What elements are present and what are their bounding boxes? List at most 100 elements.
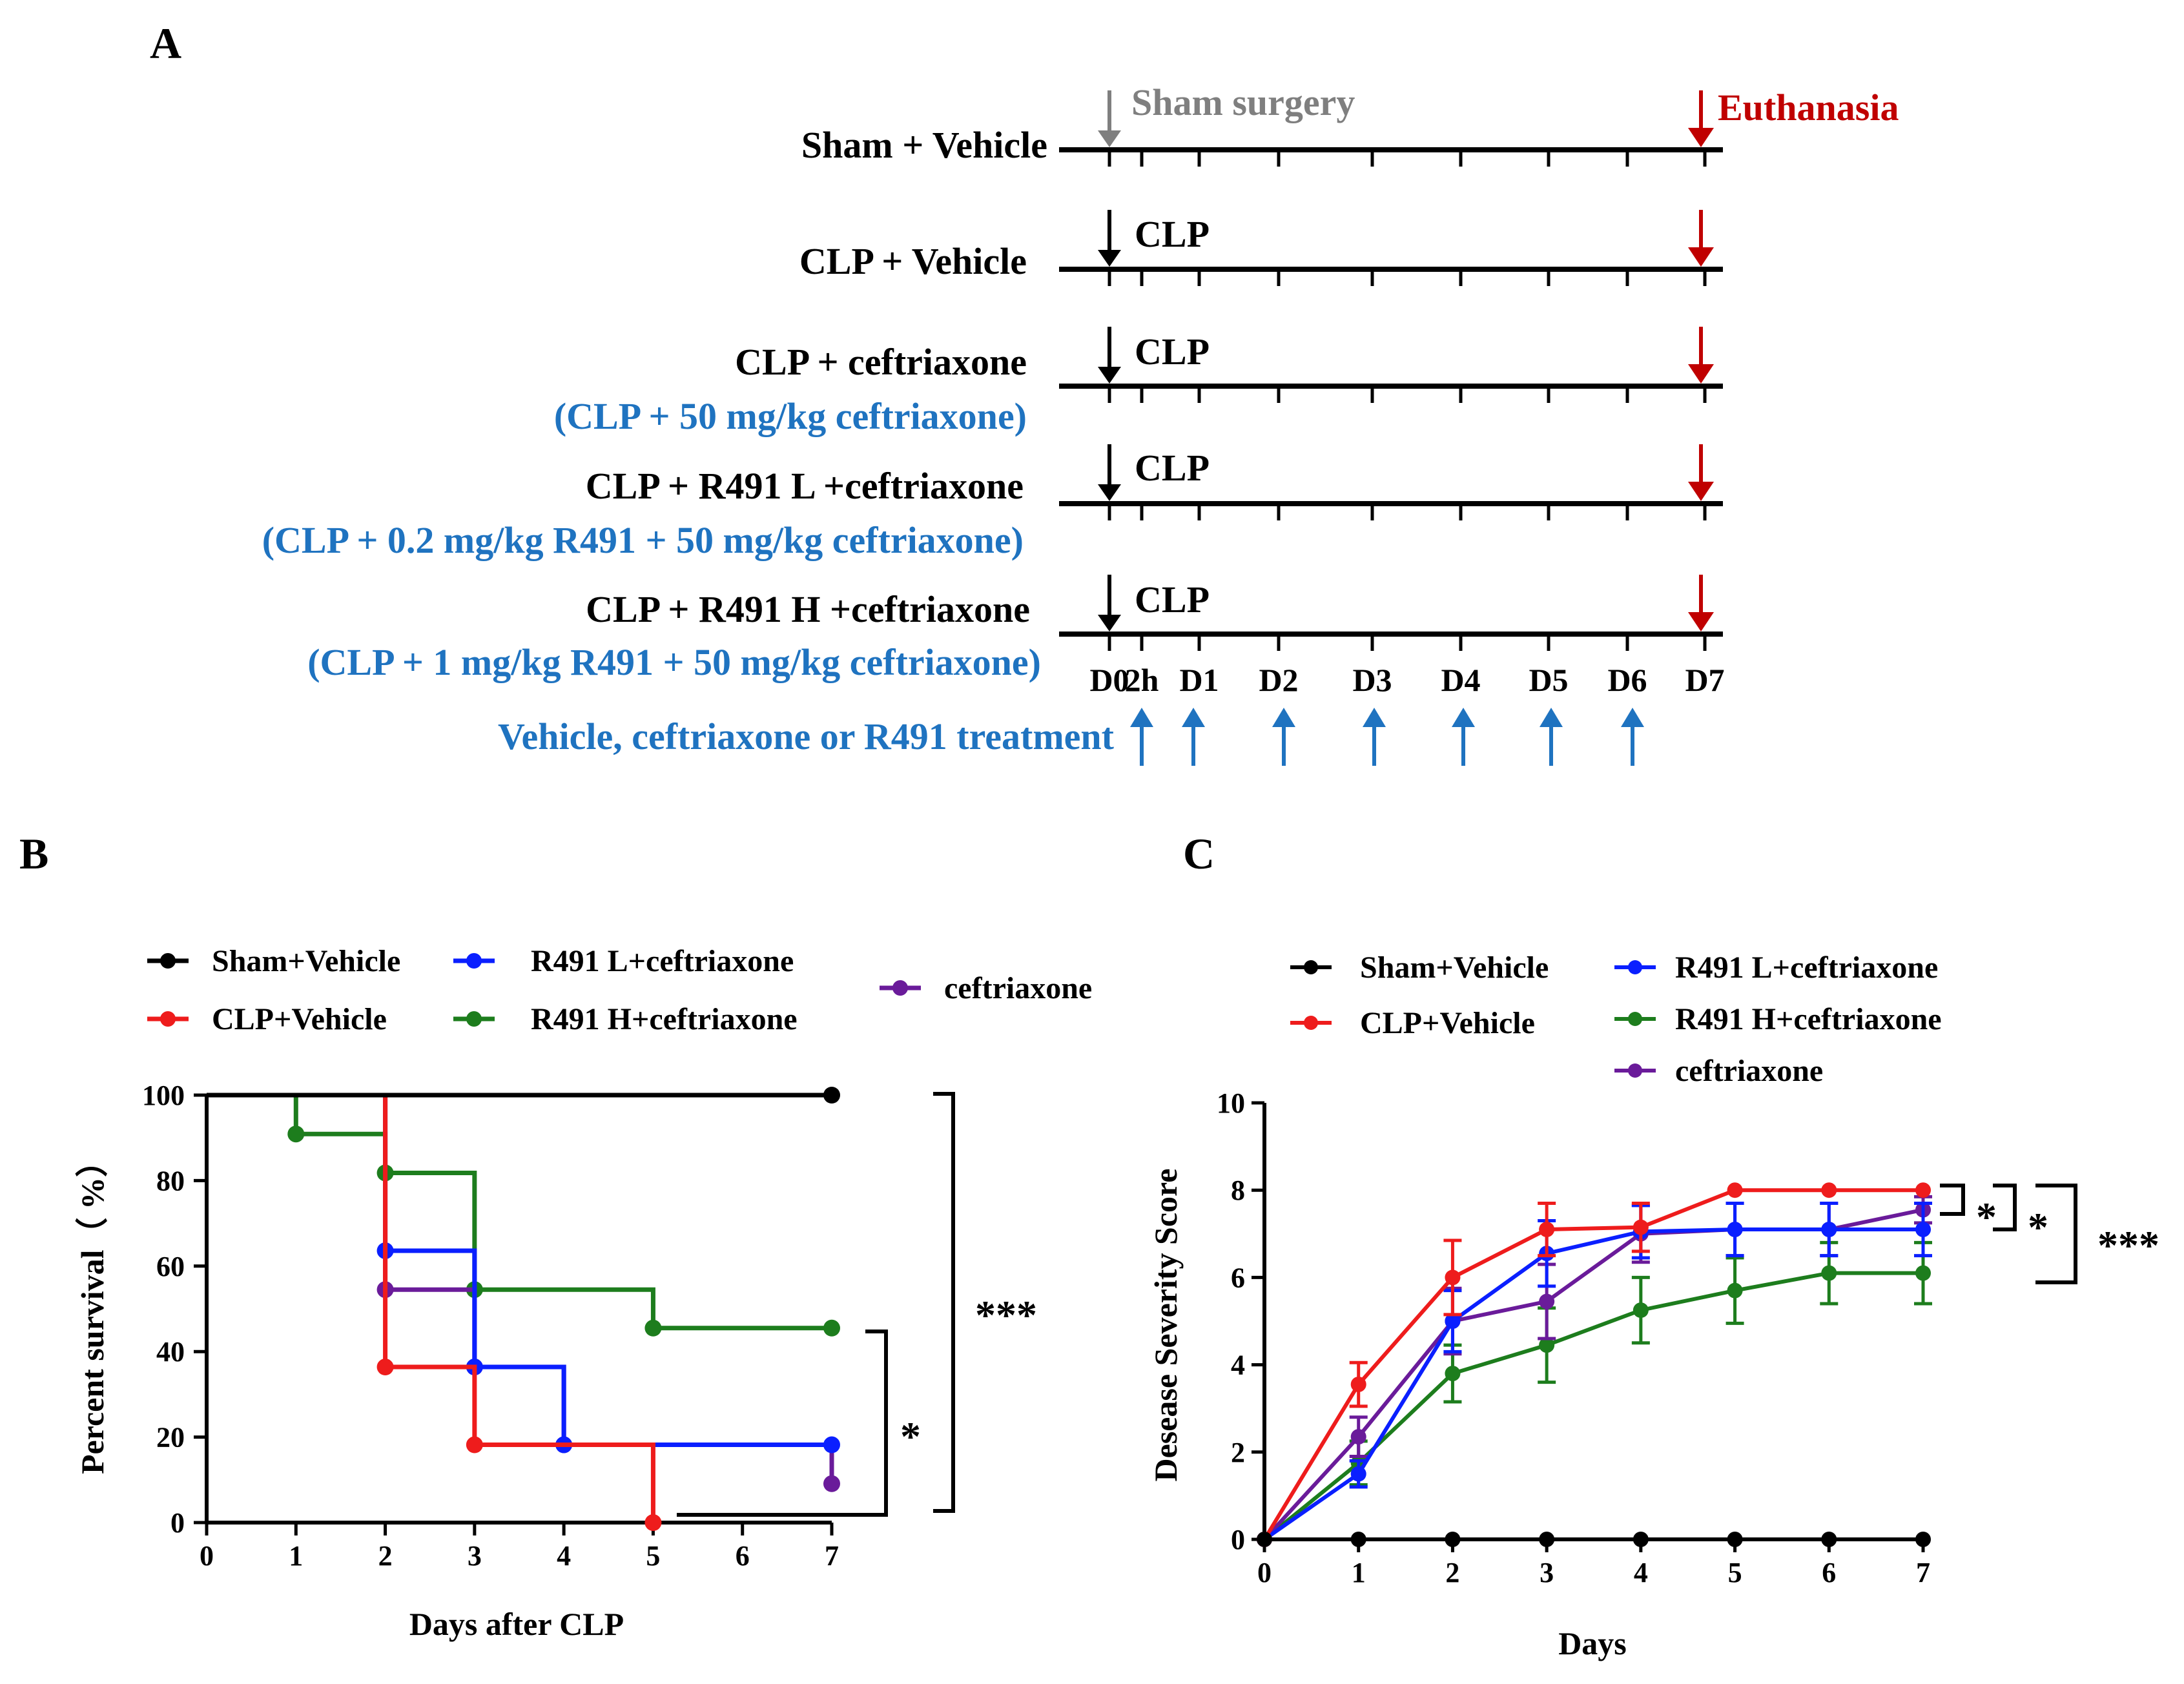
- survival-line-r491-h-ceftriaxone: [207, 1093, 832, 1331]
- y-tick-label: 20: [156, 1422, 185, 1453]
- treatment-arrow-head: [1130, 708, 1153, 727]
- treatment-arrow-head: [1182, 708, 1205, 727]
- severity-point: [1257, 1532, 1272, 1547]
- y-tick-label: 2: [1231, 1437, 1245, 1468]
- significance-b: * ***: [677, 1092, 1037, 1517]
- y-tick-label: 80: [156, 1165, 185, 1196]
- severity-line-r491-l-ceftriaxone: [1263, 1227, 1923, 1541]
- end-arrow-head: [1688, 612, 1714, 632]
- x-tick-label: 6: [736, 1540, 750, 1572]
- y-tick-label: 8: [1231, 1175, 1245, 1206]
- x-axis-title-c: Days: [1558, 1625, 1627, 1661]
- survival-point: [644, 1319, 662, 1337]
- day-label-d3: D3: [1352, 662, 1392, 698]
- significance-stars-c-3: ***: [2097, 1222, 2159, 1268]
- severity-point: [1915, 1182, 1931, 1198]
- treatment-arrow-head: [1363, 708, 1386, 727]
- timelines: [1059, 90, 1723, 651]
- severity-point: [1350, 1377, 1366, 1393]
- significance-star-c-1: *: [1976, 1194, 1997, 1240]
- x-tick-label: 2: [378, 1540, 393, 1572]
- treatment-arrow-head: [1540, 708, 1563, 727]
- svg-text:R491 H+ceftriaxone: R491 H+ceftriaxone: [1675, 1002, 1942, 1036]
- severity-point: [1915, 1532, 1931, 1547]
- x-tick-label: 4: [1634, 1557, 1648, 1588]
- treatment-arrow-head: [1272, 708, 1295, 727]
- x-tick-label: 2: [1445, 1557, 1459, 1588]
- start-arrow-head: [1098, 130, 1121, 147]
- day-label-d2: D2: [1259, 662, 1298, 698]
- y-tick-label: 4: [1231, 1350, 1245, 1381]
- y-tick-label: 40: [156, 1336, 185, 1368]
- day-label-d5: D5: [1529, 662, 1568, 698]
- severity-point: [1350, 1429, 1366, 1445]
- group-label-r491-high: CLP + R491 H +ceftriaxone: [586, 588, 1030, 630]
- severity-point: [1445, 1532, 1461, 1547]
- y-tick-label: 0: [170, 1507, 185, 1539]
- y-tick-label: 10: [1217, 1087, 1245, 1119]
- severity-point: [1539, 1337, 1555, 1353]
- end-arrow-head: [1688, 364, 1714, 384]
- legend-c: Sham+Vehicle CLP+Vehicle R491 L+ceftriax…: [1290, 950, 1942, 1088]
- end-arrow-head: [1688, 128, 1714, 147]
- survival-point: [823, 1319, 840, 1337]
- severity-line-ceftriaxone: [1262, 1207, 1924, 1541]
- significance-star-c-2: *: [2028, 1204, 2048, 1250]
- axes-c: 0 1 2 3 4 5 6 7 0 2 4 6 8 10: [1217, 1087, 1930, 1588]
- group-label-clp-vehicle: CLP + Vehicle: [799, 240, 1027, 282]
- svg-text:ceftriaxone: ceftriaxone: [944, 971, 1092, 1005]
- start-arrow-head: [1098, 250, 1121, 267]
- treatment-arrow-head: [1621, 708, 1644, 727]
- legend-b-sham: Sham+Vehicle: [147, 944, 400, 978]
- severity-point: [1727, 1182, 1743, 1198]
- day-label-d4: D4: [1441, 662, 1480, 698]
- euthanasia-label: Euthanasia: [1718, 87, 1899, 128]
- day-label-d1: D1: [1179, 662, 1219, 698]
- survival-point: [823, 1475, 840, 1492]
- severity-point: [1445, 1313, 1461, 1329]
- x-tick-label: 5: [646, 1540, 660, 1572]
- day-label-d6: D6: [1607, 662, 1647, 698]
- treatment-label: Vehicle, ceftriaxone or R491 treatment: [498, 715, 1115, 757]
- legend-c-sham: Sham+Vehicle: [1290, 950, 1549, 985]
- severity-point: [1821, 1265, 1837, 1281]
- survival-point: [287, 1125, 305, 1143]
- severity-line-clp-vehicle: [1262, 1188, 1923, 1541]
- treatment-arrow-head: [1452, 708, 1475, 727]
- x-axis-title-b: Days after CLP: [409, 1606, 624, 1642]
- series-b: [207, 1087, 840, 1531]
- axes-b: 0 1 2 3 4 5 6 7 0 20 40 60 80 100: [142, 1080, 839, 1572]
- y-tick-label: 60: [156, 1251, 185, 1282]
- survival-point: [644, 1514, 662, 1531]
- legend-b-clp: CLP+Vehicle: [147, 1002, 387, 1036]
- svg-text:CLP+Vehicle: CLP+Vehicle: [212, 1002, 387, 1036]
- end-arrow-head: [1688, 247, 1714, 267]
- significance-star-b-inner: *: [900, 1413, 921, 1459]
- clp-marker-1: CLP: [1135, 213, 1210, 255]
- legend-b-r491-high: R491 H+ceftriaxone: [453, 1002, 798, 1036]
- survival-line-clp-vehicle: [207, 1093, 655, 1523]
- svg-text:Sham+Vehicle: Sham+Vehicle: [1360, 950, 1549, 985]
- group-label-r491-low: CLP + R491 L +ceftriaxone: [586, 465, 1024, 507]
- legend-c-ceftriaxone: ceftriaxone: [1614, 1054, 1823, 1088]
- group-label-clp-ceftriaxone: CLP + ceftriaxone: [735, 341, 1027, 383]
- survival-point: [466, 1436, 483, 1453]
- x-tick-label: 1: [1352, 1557, 1366, 1588]
- group-dose-r491-high: (CLP + 1 mg/kg R491 + 50 mg/kg ceftriaxo…: [307, 641, 1041, 683]
- group-dose-r491-low: (CLP + 0.2 mg/kg R491 + 50 mg/kg ceftria…: [262, 519, 1024, 561]
- x-tick-label: 5: [1728, 1557, 1742, 1588]
- legend-b-r491-low: R491 L+ceftriaxone: [453, 944, 794, 978]
- clp-marker-4: CLP: [1135, 579, 1210, 621]
- severity-point: [1821, 1532, 1837, 1547]
- severity-point: [1350, 1466, 1366, 1482]
- day-label-2h: 2h: [1125, 662, 1159, 698]
- clp-marker-2: CLP: [1135, 331, 1210, 373]
- x-tick-label: 4: [557, 1540, 571, 1572]
- severity-point: [1915, 1265, 1931, 1281]
- severity-point: [1539, 1293, 1555, 1309]
- severity-point: [1727, 1532, 1743, 1547]
- y-tick-label: 0: [1231, 1524, 1245, 1556]
- sham-surgery-label: Sham surgery: [1131, 81, 1355, 123]
- legend-c-r491-high: R491 H+ceftriaxone: [1614, 1002, 1942, 1036]
